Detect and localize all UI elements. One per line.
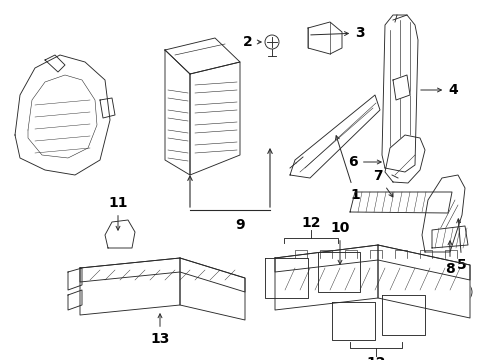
Polygon shape — [68, 290, 82, 310]
Polygon shape — [331, 302, 374, 340]
Polygon shape — [289, 95, 379, 178]
Polygon shape — [421, 175, 464, 252]
Polygon shape — [307, 22, 341, 54]
Polygon shape — [377, 245, 469, 318]
Polygon shape — [431, 226, 467, 248]
Polygon shape — [100, 98, 115, 118]
Polygon shape — [80, 258, 180, 315]
Text: 11: 11 — [108, 196, 127, 230]
Polygon shape — [15, 55, 110, 175]
Polygon shape — [105, 220, 135, 248]
Text: 6: 6 — [347, 155, 380, 169]
Text: 5: 5 — [456, 219, 466, 272]
Polygon shape — [381, 295, 424, 335]
Text: 2: 2 — [243, 35, 261, 49]
Polygon shape — [45, 55, 65, 72]
Polygon shape — [180, 258, 244, 320]
Polygon shape — [381, 15, 417, 172]
Polygon shape — [164, 50, 190, 175]
Text: 4: 4 — [420, 83, 457, 97]
Text: 3: 3 — [310, 26, 364, 40]
Text: 8: 8 — [444, 241, 454, 276]
Text: 7: 7 — [372, 169, 392, 197]
Polygon shape — [384, 135, 424, 183]
Polygon shape — [190, 62, 240, 175]
Text: 9: 9 — [235, 218, 244, 232]
Text: 12: 12 — [301, 216, 320, 230]
Text: 13: 13 — [150, 314, 169, 346]
Text: 12: 12 — [366, 356, 385, 360]
Text: 10: 10 — [329, 221, 349, 264]
Polygon shape — [264, 258, 307, 298]
Polygon shape — [349, 192, 451, 213]
Polygon shape — [80, 258, 244, 292]
Polygon shape — [392, 75, 409, 100]
Polygon shape — [68, 268, 82, 290]
Polygon shape — [274, 245, 469, 280]
Polygon shape — [274, 245, 377, 310]
Polygon shape — [317, 252, 359, 292]
Polygon shape — [164, 38, 240, 74]
Text: 1: 1 — [335, 136, 359, 202]
